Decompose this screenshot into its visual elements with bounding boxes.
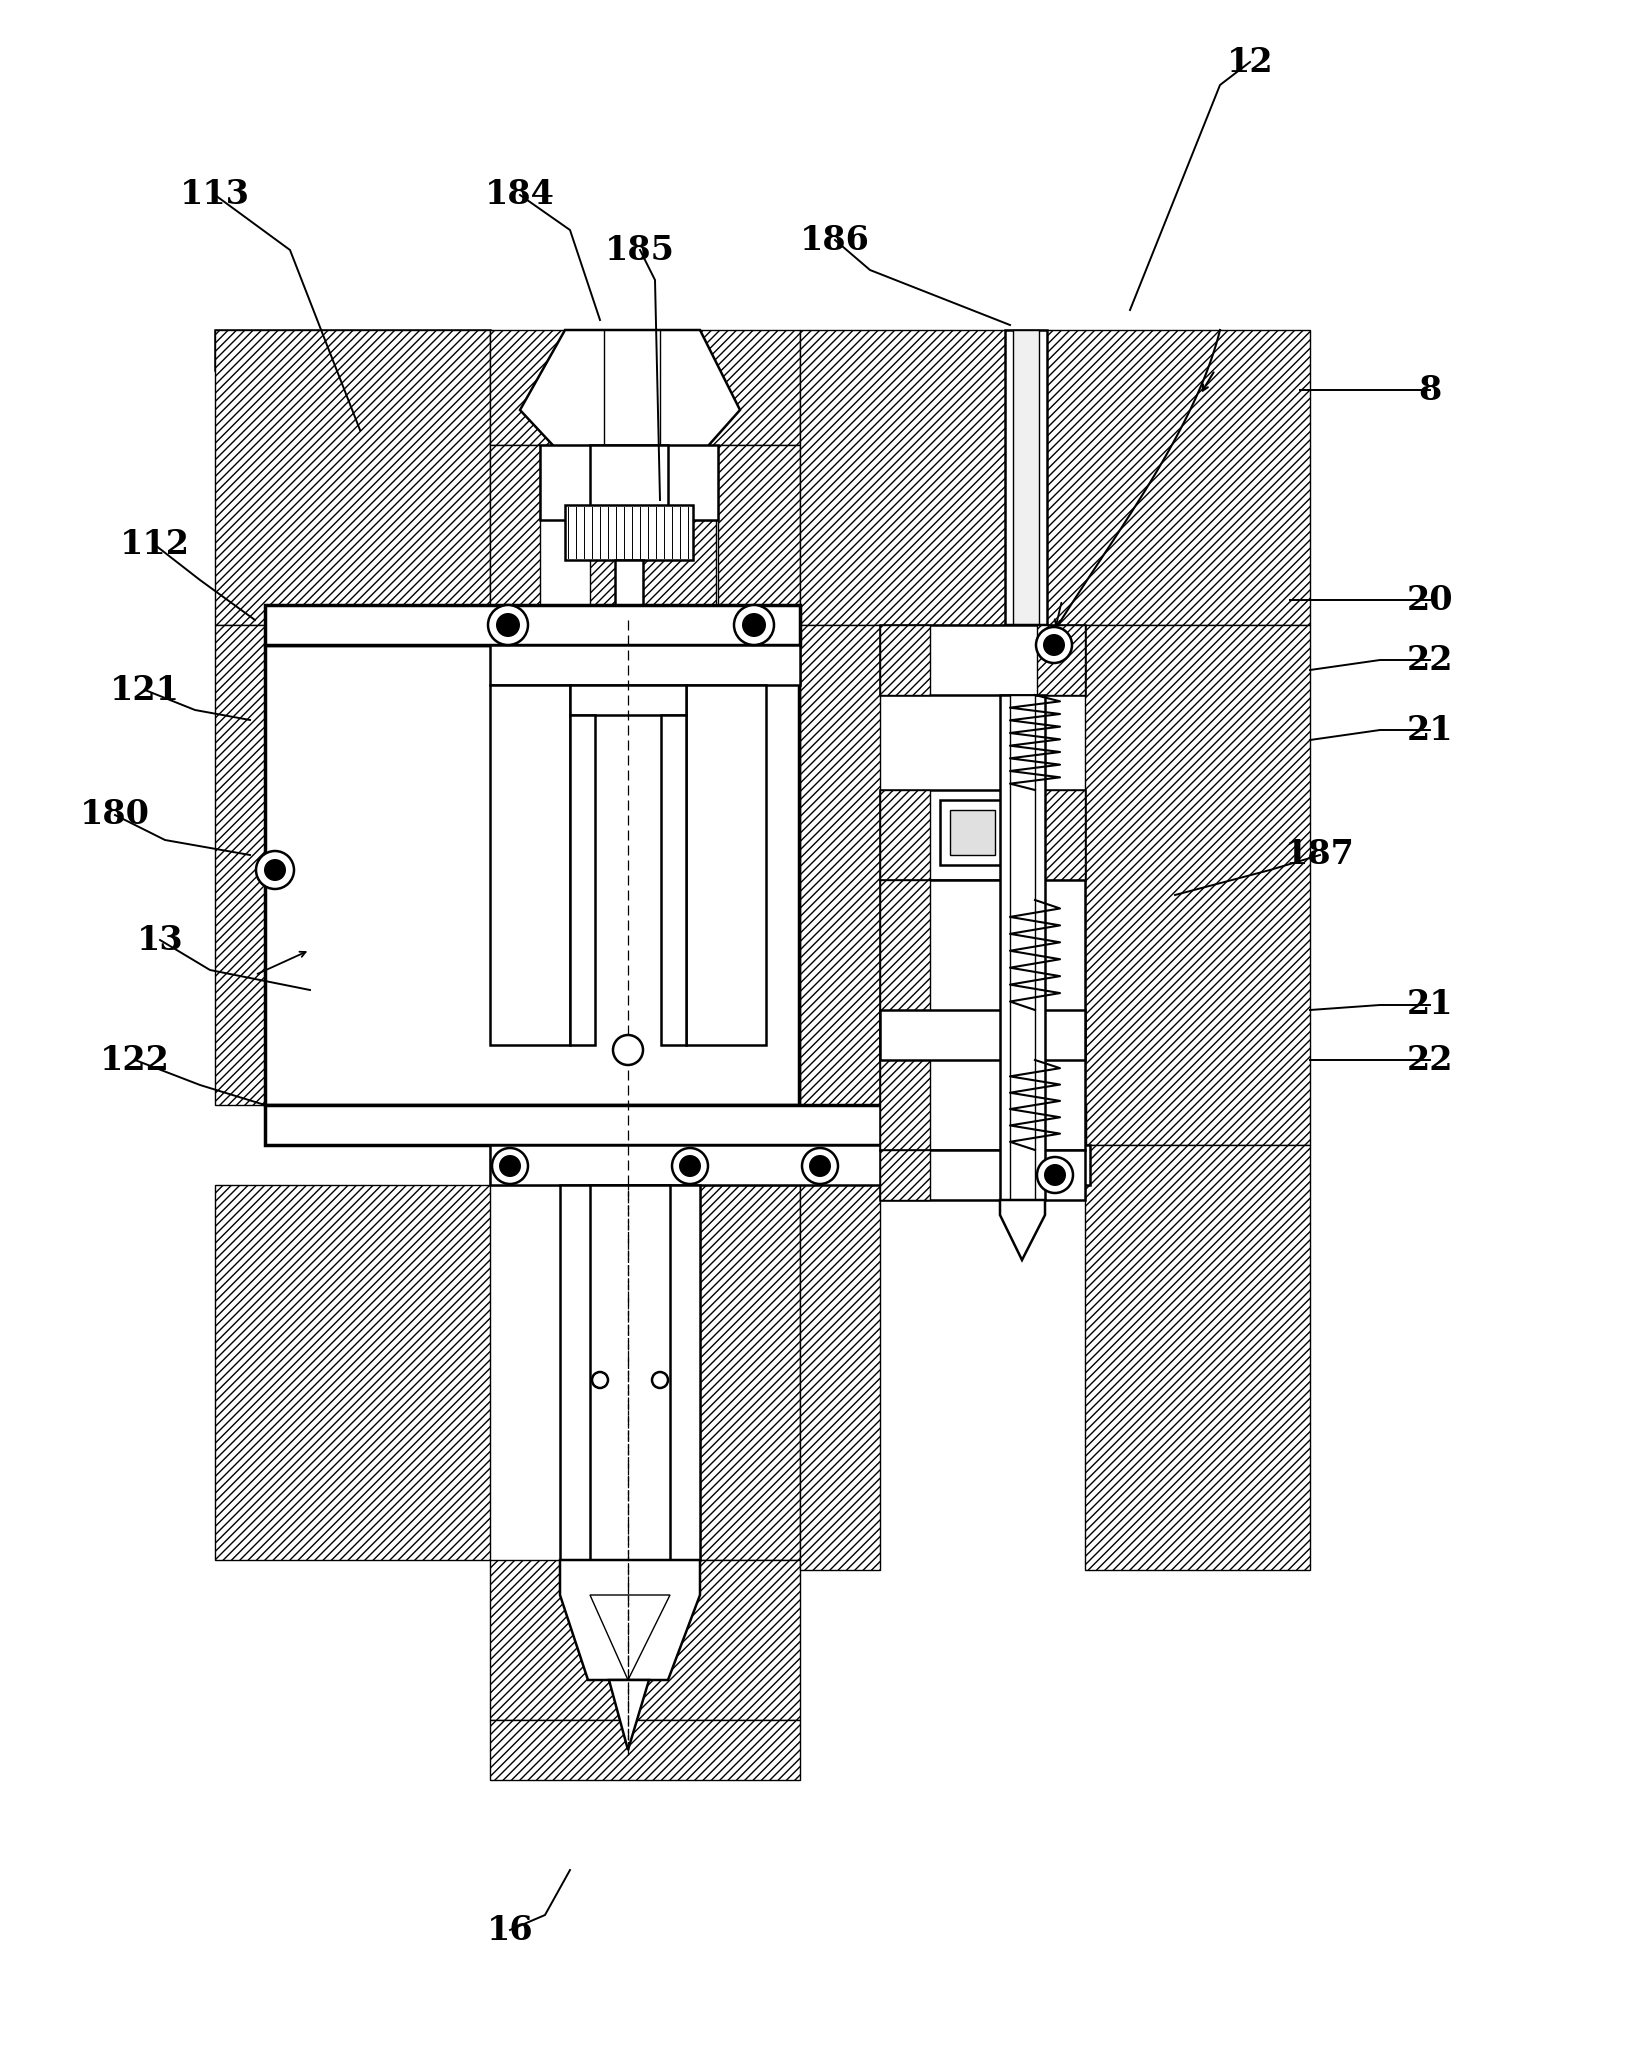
- Polygon shape: [490, 1560, 801, 1719]
- Text: 184: 184: [485, 178, 556, 211]
- Polygon shape: [1085, 624, 1310, 1144]
- Polygon shape: [717, 444, 801, 624]
- Bar: [881, 1009, 1085, 1060]
- Circle shape: [1044, 1165, 1065, 1185]
- Text: 21: 21: [1407, 989, 1453, 1021]
- Circle shape: [680, 1155, 701, 1177]
- Bar: [490, 686, 570, 1046]
- Text: 112: 112: [119, 528, 190, 561]
- Bar: [881, 880, 1085, 1150]
- Bar: [539, 444, 717, 520]
- Polygon shape: [520, 330, 740, 499]
- Polygon shape: [1000, 1200, 1046, 1261]
- Polygon shape: [590, 700, 650, 1060]
- Bar: [590, 1185, 670, 1560]
- Text: 180: 180: [80, 798, 150, 831]
- Circle shape: [734, 606, 775, 645]
- Bar: [1000, 696, 1046, 1200]
- Polygon shape: [801, 1144, 881, 1570]
- Bar: [265, 645, 799, 1105]
- Polygon shape: [699, 1185, 801, 1560]
- Bar: [265, 1105, 1085, 1144]
- Circle shape: [265, 860, 286, 880]
- Text: 187: 187: [1284, 839, 1355, 872]
- Bar: [662, 714, 686, 1046]
- Polygon shape: [881, 1150, 930, 1200]
- Polygon shape: [216, 330, 490, 624]
- Bar: [881, 790, 1085, 880]
- Polygon shape: [881, 790, 930, 880]
- Polygon shape: [560, 1560, 699, 1681]
- Circle shape: [652, 1371, 668, 1388]
- Text: 186: 186: [801, 223, 869, 256]
- Polygon shape: [590, 1595, 670, 1681]
- Polygon shape: [699, 330, 801, 444]
- Circle shape: [497, 612, 520, 637]
- Bar: [614, 561, 644, 690]
- Polygon shape: [609, 1681, 649, 1750]
- Polygon shape: [801, 330, 1310, 624]
- Polygon shape: [490, 444, 539, 624]
- Text: 22: 22: [1407, 643, 1453, 676]
- Polygon shape: [1038, 624, 1085, 696]
- Bar: [881, 1150, 1085, 1200]
- Circle shape: [613, 1036, 644, 1064]
- Polygon shape: [1085, 1144, 1310, 1570]
- Polygon shape: [490, 1144, 560, 1185]
- Bar: [940, 800, 1005, 866]
- Polygon shape: [801, 624, 881, 1144]
- Circle shape: [742, 612, 766, 637]
- Polygon shape: [590, 520, 716, 659]
- Circle shape: [809, 1155, 832, 1177]
- Bar: [565, 506, 693, 561]
- Polygon shape: [216, 330, 490, 371]
- Bar: [570, 714, 595, 1046]
- Bar: [1013, 330, 1039, 624]
- Polygon shape: [216, 624, 265, 1105]
- Text: 12: 12: [1227, 45, 1273, 78]
- Circle shape: [489, 606, 528, 645]
- Bar: [490, 1144, 1090, 1185]
- Text: 21: 21: [1407, 714, 1453, 747]
- Polygon shape: [216, 1185, 490, 1560]
- Bar: [265, 606, 801, 645]
- Circle shape: [802, 1148, 838, 1183]
- Circle shape: [672, 1148, 708, 1183]
- Circle shape: [1038, 1157, 1074, 1193]
- Circle shape: [492, 1148, 528, 1183]
- Text: 13: 13: [137, 923, 183, 956]
- Polygon shape: [881, 880, 930, 1150]
- Polygon shape: [881, 624, 930, 696]
- Bar: [1005, 330, 1047, 624]
- Circle shape: [1036, 626, 1072, 663]
- Circle shape: [592, 1371, 608, 1388]
- Circle shape: [498, 1155, 521, 1177]
- Bar: [560, 1185, 699, 1560]
- Text: 185: 185: [605, 233, 675, 266]
- Bar: [686, 686, 766, 1046]
- Polygon shape: [490, 330, 565, 444]
- Polygon shape: [667, 700, 725, 1060]
- Text: 20: 20: [1407, 583, 1453, 616]
- Polygon shape: [1038, 790, 1085, 880]
- Text: 16: 16: [487, 1914, 533, 1947]
- Text: 122: 122: [100, 1044, 170, 1077]
- Polygon shape: [699, 1144, 801, 1185]
- Text: 8: 8: [1418, 373, 1441, 407]
- Bar: [881, 624, 1085, 696]
- Bar: [490, 645, 801, 686]
- Circle shape: [257, 852, 294, 888]
- Bar: [1010, 696, 1034, 1200]
- Polygon shape: [490, 1719, 801, 1781]
- Bar: [590, 444, 668, 520]
- Bar: [570, 686, 686, 714]
- Text: 22: 22: [1407, 1044, 1453, 1077]
- Polygon shape: [1005, 624, 1047, 676]
- Circle shape: [1042, 635, 1065, 655]
- Text: 113: 113: [180, 178, 250, 211]
- Text: 121: 121: [109, 673, 180, 706]
- Bar: [949, 811, 995, 856]
